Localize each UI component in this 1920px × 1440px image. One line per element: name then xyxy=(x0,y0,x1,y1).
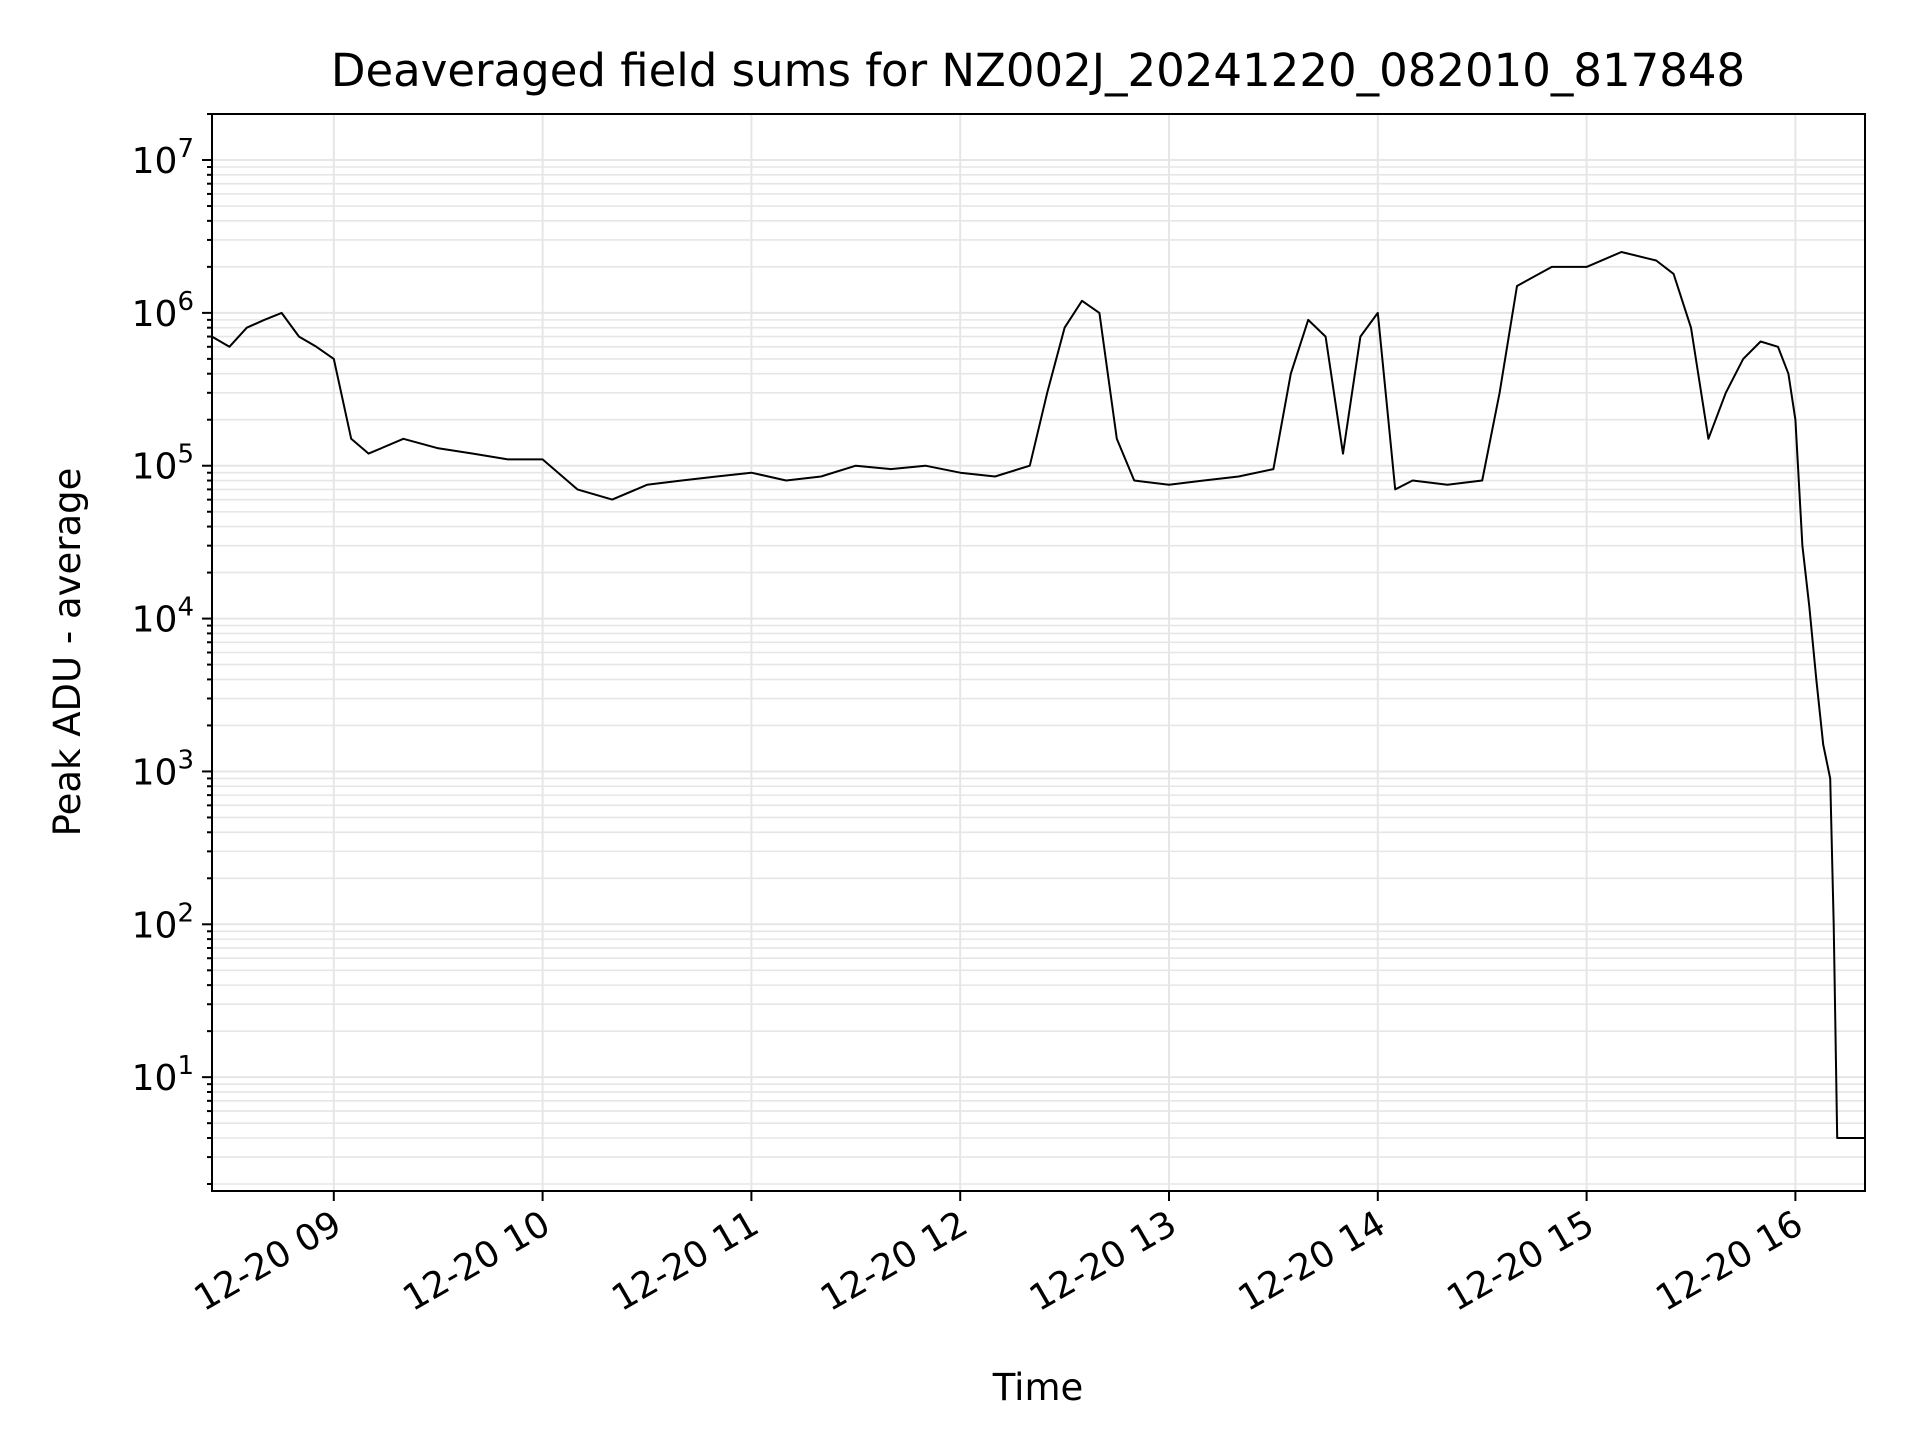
chart-title: Deaveraged field sums for NZ002J_2024122… xyxy=(331,44,1745,97)
y-tick-label: 106 xyxy=(132,287,194,335)
y-tick-label: 103 xyxy=(132,745,194,793)
data-series xyxy=(211,251,1865,1139)
y-tick-label: 107 xyxy=(132,134,194,182)
y-axis-label: Peak ADU - average xyxy=(46,468,89,837)
x-axis-label: Time xyxy=(992,1366,1084,1409)
series-line xyxy=(211,251,1865,1139)
grid-lines xyxy=(212,113,1865,1191)
y-tick-label: 104 xyxy=(132,593,194,641)
y-tick-label: 105 xyxy=(132,440,194,488)
y-axis: 101 102 103 104 105 106 107 xyxy=(132,113,212,1186)
y-tick-label: 101 xyxy=(132,1051,194,1099)
y-tick-label: 102 xyxy=(132,898,194,946)
